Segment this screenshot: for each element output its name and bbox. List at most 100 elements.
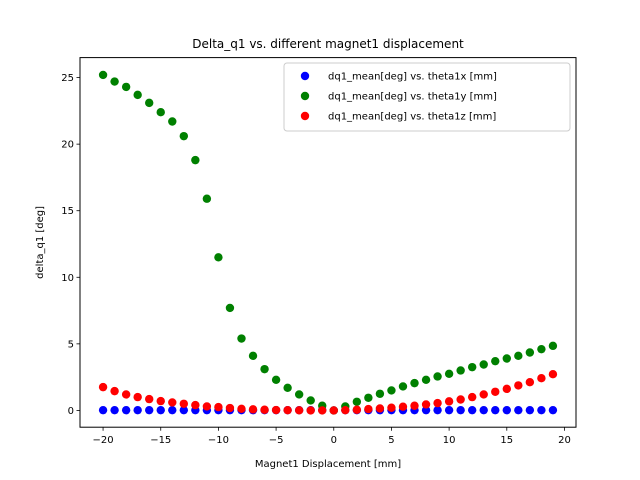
data-point-series-2 <box>133 90 142 100</box>
data-point-series-1 <box>444 405 454 415</box>
data-point-series-3 <box>456 395 465 404</box>
y-tick-label: 15 <box>61 206 74 217</box>
x-tick-label: −20 <box>93 435 114 446</box>
legend: dq1_mean[deg] vs. theta1x [mm] dq1_mean[d… <box>283 62 571 132</box>
data-point-series-2 <box>433 372 442 381</box>
data-point-series-3 <box>191 400 200 410</box>
data-point-series-3 <box>179 399 189 408</box>
data-point-series-3 <box>237 404 246 414</box>
data-point-series-2 <box>525 348 535 357</box>
data-point-series-2 <box>364 393 373 402</box>
data-point-series-2 <box>145 98 154 108</box>
data-point-series-2 <box>294 390 304 399</box>
data-point-series-3 <box>491 387 500 396</box>
ticks-layer: −20 −15 −10 −5 0 5 10 15 20 0 5 10 15 20 25 <box>61 73 571 446</box>
y-tick-label: 5 <box>68 339 74 350</box>
data-point-series-1 <box>156 405 165 415</box>
x-tick-label: −15 <box>150 435 171 446</box>
data-point-series-3 <box>410 401 419 410</box>
data-point-series-1 <box>133 405 142 415</box>
data-point-series-3 <box>502 384 511 394</box>
x-tick-label: 15 <box>500 435 513 446</box>
data-point-series-3 <box>433 398 442 408</box>
x-tick-label: 20 <box>558 435 571 446</box>
data-point-series-3 <box>548 370 558 379</box>
data-point-series-1 <box>456 405 465 415</box>
data-point-series-3 <box>479 390 488 399</box>
data-point-series-3 <box>525 378 535 387</box>
data-point-series-2 <box>467 362 477 372</box>
data-point-series-2 <box>260 364 269 374</box>
data-point-series-3 <box>294 406 304 415</box>
data-point-series-3 <box>283 405 292 415</box>
legend-entries: dq1_mean[deg] vs. theta1x [mm] dq1_mean[d… <box>300 71 497 123</box>
data-point-series-3 <box>98 382 108 392</box>
data-point-series-1 <box>479 405 488 415</box>
legend-marker-series-2 <box>300 91 310 101</box>
data-point-series-3 <box>156 396 165 406</box>
data-point-series-3 <box>145 394 154 404</box>
data-point-series-1 <box>514 405 523 415</box>
data-point-series-3 <box>121 390 131 399</box>
data-point-series-1 <box>537 405 546 415</box>
data-point-series-2 <box>121 82 131 92</box>
data-point-series-3 <box>214 402 223 412</box>
legend-marker-series-3 <box>300 111 310 121</box>
data-point-series-3 <box>398 402 408 411</box>
data-point-series-3 <box>421 400 431 409</box>
legend-marker-series-1 <box>300 71 310 81</box>
data-point-series-2 <box>237 334 246 343</box>
legend-label-series-3: dq1_mean[deg] vs. theta1z [mm] <box>328 112 496 123</box>
data-point-series-1 <box>491 405 500 415</box>
data-point-series-2 <box>352 397 362 406</box>
data-point-series-2 <box>502 354 511 363</box>
data-point-series-3 <box>248 405 258 414</box>
data-point-series-2 <box>375 389 385 398</box>
x-tick-label: −5 <box>269 435 284 446</box>
y-tick-label: 25 <box>61 73 74 84</box>
y-tick-label: 10 <box>61 273 74 284</box>
data-point-series-2 <box>179 131 189 141</box>
x-tick-label: −10 <box>208 435 229 446</box>
data-point-series-2 <box>98 70 108 80</box>
data-point-series-1 <box>168 405 177 415</box>
data-point-series-3 <box>133 392 142 402</box>
data-point-series-2 <box>191 155 200 165</box>
data-point-series-3 <box>375 404 385 413</box>
data-point-series-1 <box>179 405 189 415</box>
legend-label-series-2: dq1_mean[deg] vs. theta1y [mm] <box>328 92 497 103</box>
data-point-series-3 <box>444 397 454 406</box>
data-point-series-3 <box>168 398 177 407</box>
data-point-series-3 <box>202 402 212 411</box>
data-point-series-3 <box>329 406 338 415</box>
data-point-series-1 <box>121 405 131 415</box>
plot-layer <box>98 70 558 415</box>
y-tick-label: 20 <box>61 140 74 151</box>
data-point-series-2 <box>491 356 500 366</box>
y-tick-label: 0 <box>68 406 74 417</box>
data-point-series-2 <box>156 107 165 117</box>
x-tick-label: 0 <box>331 435 337 446</box>
data-point-series-3 <box>306 406 315 415</box>
data-point-series-2 <box>479 360 488 369</box>
y-axis-label: delta_q1 [deg] <box>35 206 46 279</box>
data-point-series-1 <box>433 405 442 415</box>
axes-frame <box>79 57 577 428</box>
data-point-series-3 <box>260 405 269 414</box>
data-point-series-2 <box>225 303 235 313</box>
x-tick-label: 5 <box>388 435 394 446</box>
data-point-series-2 <box>168 117 177 126</box>
data-point-series-2 <box>444 369 454 379</box>
data-point-series-2 <box>456 366 465 375</box>
legend-label-series-1: dq1_mean[deg] vs. theta1x [mm] <box>328 72 497 83</box>
data-point-series-2 <box>410 378 419 388</box>
data-point-series-2 <box>283 383 292 392</box>
data-point-series-1 <box>548 405 558 415</box>
data-point-series-1 <box>467 405 477 415</box>
data-point-series-2 <box>398 382 408 391</box>
data-point-series-2 <box>202 194 212 203</box>
data-point-series-2 <box>248 351 258 361</box>
data-point-series-3 <box>467 392 477 402</box>
data-point-series-2 <box>514 351 523 361</box>
